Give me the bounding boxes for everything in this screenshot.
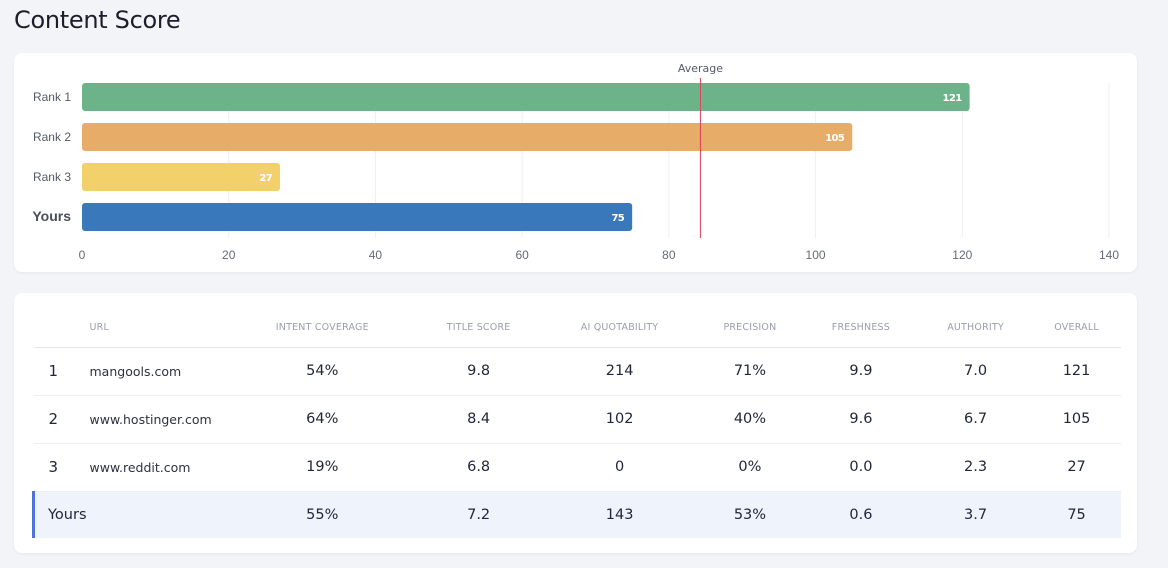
header-overall: OVERALL xyxy=(1032,309,1121,348)
row-precision: 53% xyxy=(697,491,803,538)
x-tick-label: 60 xyxy=(515,248,529,262)
x-tick-label: 40 xyxy=(369,248,383,262)
row-ai-quotability: 102 xyxy=(542,395,698,444)
header-ai-quotability: AI QUOTABILITY xyxy=(542,309,698,348)
content-score-bar-chart: 121 105 27 75 Average 0 20 40 60 80 100 120 140 Ran… xyxy=(32,62,1119,262)
row-url: www.reddit.com xyxy=(89,443,230,492)
bar-value-label: 121 xyxy=(943,93,963,104)
table-header-row: URL INTENT COVERAGE TITLE SCORE AI QUOTA… xyxy=(33,309,1121,348)
row-freshness: 0.0 xyxy=(802,443,919,492)
row-precision: 40% xyxy=(697,395,803,444)
row-title-score: 8.4 xyxy=(415,395,543,444)
header-url: URL xyxy=(89,309,230,348)
row-yours-label: Yours xyxy=(32,491,230,538)
category-label: Rank 2 xyxy=(33,130,71,144)
row-freshness: 0.6 xyxy=(802,491,919,538)
table-row: 3 www.reddit.com 19% 6.8 0 0% 0.0 2.3 27 xyxy=(33,443,1121,492)
table-row: 2 www.hostinger.com 64% 8.4 102 40% 9.6 … xyxy=(33,395,1121,444)
row-rank: 1 xyxy=(33,347,90,396)
row-overall: 105 xyxy=(1032,395,1121,444)
row-authority: 6.7 xyxy=(918,395,1033,444)
row-overall: 27 xyxy=(1032,443,1121,492)
row-freshness: 9.6 xyxy=(802,395,919,444)
row-ai-quotability: 143 xyxy=(542,491,698,538)
row-url: mangools.com xyxy=(89,347,230,396)
bar-value-label: 27 xyxy=(259,173,272,184)
row-title-score: 6.8 xyxy=(415,443,543,492)
category-label: Rank 3 xyxy=(33,170,71,184)
row-url: www.hostinger.com xyxy=(89,395,230,444)
bar xyxy=(82,203,633,231)
header-precision: PRECISION xyxy=(697,309,803,348)
row-freshness: 9.9 xyxy=(802,347,919,396)
bar xyxy=(82,163,281,191)
content-score-table-card: URL INTENT COVERAGE TITLE SCORE AI QUOTA… xyxy=(14,293,1137,553)
category-label: Yours xyxy=(32,208,71,224)
row-intent-coverage: 55% xyxy=(229,491,416,538)
x-tick-label: 120 xyxy=(952,248,972,262)
row-precision: 0% xyxy=(697,443,803,492)
row-intent-coverage: 54% xyxy=(229,347,416,396)
content-score-table: URL INTENT COVERAGE TITLE SCORE AI QUOTA… xyxy=(32,309,1121,538)
header-authority: AUTHORITY xyxy=(918,309,1033,348)
row-authority: 3.7 xyxy=(918,491,1033,538)
x-tick-label: 80 xyxy=(662,248,676,262)
bar-value-label: 75 xyxy=(611,213,624,224)
row-rank: 3 xyxy=(33,443,90,492)
header-freshness: FRESHNESS xyxy=(802,309,919,348)
row-overall: 121 xyxy=(1032,347,1121,396)
row-overall: 75 xyxy=(1032,491,1121,538)
category-label: Rank 1 xyxy=(33,90,71,104)
row-intent-coverage: 64% xyxy=(229,395,416,444)
x-tick-label: 100 xyxy=(806,248,826,262)
row-authority: 2.3 xyxy=(918,443,1033,492)
x-axis: 0 20 40 60 80 100 120 140 Rank 1 Rank 2 Rank 3 Your… xyxy=(32,90,1119,262)
header-rank xyxy=(33,309,90,348)
average-line-group: Average xyxy=(678,62,723,238)
x-tick-label: 20 xyxy=(222,248,236,262)
table-row-yours: Yours 55% 7.2 143 53% 0.6 3.7 75 xyxy=(32,491,1121,538)
bar-value-label: 105 xyxy=(825,133,845,144)
bars: 121 105 27 75 xyxy=(82,83,970,231)
bar xyxy=(82,123,853,151)
row-rank: 2 xyxy=(33,395,90,444)
x-tick-label: 0 xyxy=(79,248,86,262)
row-ai-quotability: 0 xyxy=(542,443,698,492)
x-tick-label: 140 xyxy=(1099,248,1119,262)
row-authority: 7.0 xyxy=(918,347,1033,396)
content-score-chart-card: 121 105 27 75 Average 0 20 40 60 80 100 120 140 Ran… xyxy=(14,53,1137,272)
row-precision: 71% xyxy=(697,347,803,396)
page-title: Content Score xyxy=(14,6,181,34)
row-ai-quotability: 214 xyxy=(542,347,698,396)
header-title-score: TITLE SCORE xyxy=(415,309,543,348)
row-title-score: 9.8 xyxy=(415,347,543,396)
bar xyxy=(82,83,970,111)
header-intent-coverage: INTENT COVERAGE xyxy=(229,309,416,348)
table-row: 1 mangools.com 54% 9.8 214 71% 9.9 7.0 1… xyxy=(33,347,1121,396)
average-label: Average xyxy=(678,62,723,75)
row-title-score: 7.2 xyxy=(415,491,543,538)
row-intent-coverage: 19% xyxy=(229,443,416,492)
